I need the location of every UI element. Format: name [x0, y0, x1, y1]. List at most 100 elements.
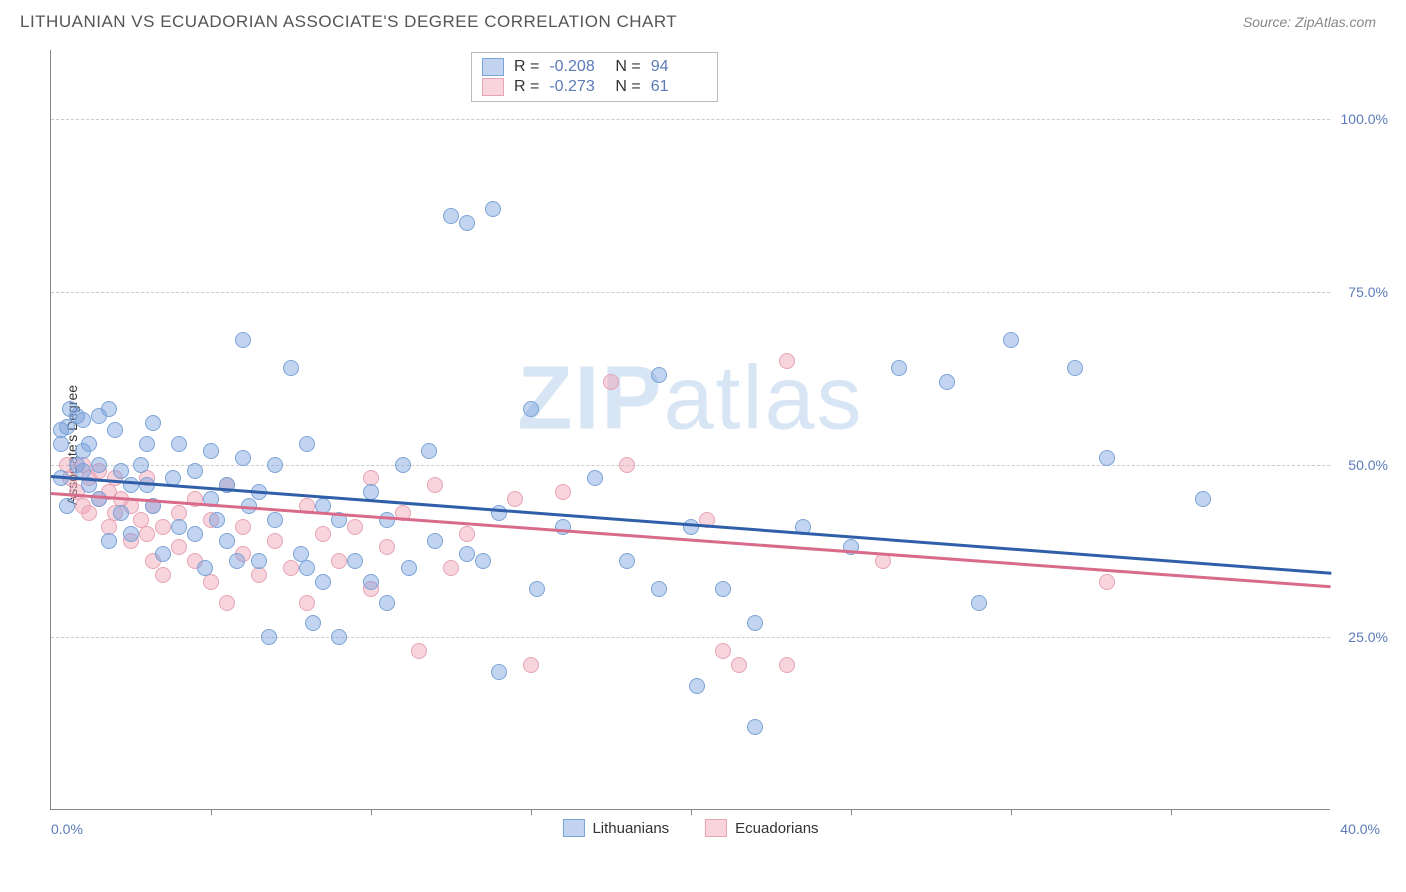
- x-axis-min-label: 0.0%: [51, 821, 83, 837]
- scatter-point: [651, 581, 667, 597]
- scatter-point: [491, 505, 507, 521]
- scatter-point: [689, 678, 705, 694]
- scatter-point: [59, 498, 75, 514]
- scatter-point: [587, 470, 603, 486]
- scatter-point: [1099, 450, 1115, 466]
- x-tick: [1011, 809, 1012, 815]
- scatter-point: [1067, 360, 1083, 376]
- scatter-point: [529, 581, 545, 597]
- y-tick-label: 25.0%: [1348, 629, 1388, 645]
- plot-area: ZIPatlas R =-0.208N =94R =-0.273N =61 0.…: [50, 50, 1330, 810]
- scatter-point: [459, 546, 475, 562]
- scatter-point: [155, 546, 171, 562]
- y-tick-label: 75.0%: [1348, 284, 1388, 300]
- scatter-point: [139, 436, 155, 452]
- scatter-point: [235, 450, 251, 466]
- scatter-point: [123, 526, 139, 542]
- scatter-point: [155, 519, 171, 535]
- legend-swatch: [482, 78, 504, 96]
- scatter-point: [347, 519, 363, 535]
- scatter-point: [779, 353, 795, 369]
- stat-r-label: R =: [514, 78, 539, 96]
- scatter-point: [421, 443, 437, 459]
- scatter-point: [603, 374, 619, 390]
- legend-swatch: [705, 819, 727, 837]
- scatter-point: [651, 367, 667, 383]
- scatter-point: [235, 332, 251, 348]
- scatter-point: [401, 560, 417, 576]
- scatter-point: [1099, 574, 1115, 590]
- legend-swatch: [482, 58, 504, 76]
- scatter-point: [299, 560, 315, 576]
- stat-n-value: 61: [651, 78, 707, 96]
- scatter-point: [555, 519, 571, 535]
- scatter-point: [395, 457, 411, 473]
- scatter-point: [443, 208, 459, 224]
- x-tick: [531, 809, 532, 815]
- scatter-point: [283, 360, 299, 376]
- scatter-point: [379, 539, 395, 555]
- x-tick: [851, 809, 852, 815]
- scatter-point: [779, 657, 795, 673]
- scatter-point: [101, 401, 117, 417]
- watermark-light: atlas: [663, 349, 863, 449]
- scatter-point: [251, 553, 267, 569]
- scatter-point: [427, 533, 443, 549]
- scatter-point: [155, 567, 171, 583]
- scatter-point: [113, 505, 129, 521]
- x-tick: [371, 809, 372, 815]
- scatter-point: [91, 457, 107, 473]
- grid-line: [51, 637, 1330, 638]
- scatter-point: [619, 457, 635, 473]
- scatter-point: [145, 415, 161, 431]
- stats-box: R =-0.208N =94R =-0.273N =61: [471, 52, 718, 102]
- scatter-point: [171, 436, 187, 452]
- scatter-point: [939, 374, 955, 390]
- scatter-point: [261, 629, 277, 645]
- legend-swatch: [562, 819, 584, 837]
- legend-item: Ecuadorians: [705, 819, 818, 837]
- y-tick-label: 100.0%: [1341, 111, 1388, 127]
- scatter-point: [283, 560, 299, 576]
- scatter-point: [229, 553, 245, 569]
- scatter-point: [731, 657, 747, 673]
- scatter-point: [555, 484, 571, 500]
- watermark-bold: ZIP: [517, 349, 663, 449]
- scatter-point: [971, 595, 987, 611]
- scatter-point: [91, 491, 107, 507]
- scatter-point: [299, 436, 315, 452]
- legend-label: Ecuadorians: [735, 820, 818, 837]
- scatter-point: [219, 595, 235, 611]
- scatter-point: [101, 533, 117, 549]
- scatter-point: [523, 401, 539, 417]
- scatter-point: [715, 581, 731, 597]
- scatter-point: [187, 526, 203, 542]
- scatter-point: [171, 519, 187, 535]
- x-tick: [211, 809, 212, 815]
- grid-line: [51, 292, 1330, 293]
- legend-label: Lithuanians: [592, 820, 669, 837]
- scatter-point: [747, 615, 763, 631]
- stat-r-label: R =: [514, 58, 539, 76]
- scatter-point: [267, 533, 283, 549]
- scatter-point: [315, 526, 331, 542]
- scatter-point: [299, 595, 315, 611]
- scatter-point: [1195, 491, 1211, 507]
- scatter-point: [187, 463, 203, 479]
- scatter-point: [133, 457, 149, 473]
- scatter-point: [491, 664, 507, 680]
- scatter-point: [209, 512, 225, 528]
- scatter-point: [75, 412, 91, 428]
- scatter-point: [331, 553, 347, 569]
- trend-line: [51, 492, 1331, 588]
- scatter-point: [379, 595, 395, 611]
- scatter-point: [715, 643, 731, 659]
- x-axis-max-label: 40.0%: [1340, 821, 1380, 837]
- scatter-point: [507, 491, 523, 507]
- stats-row: R =-0.273N =61: [482, 77, 707, 97]
- scatter-point: [203, 574, 219, 590]
- legend-item: Lithuanians: [562, 819, 669, 837]
- stat-r-value: -0.208: [549, 58, 605, 76]
- stat-n-label: N =: [615, 58, 640, 76]
- scatter-point: [523, 657, 539, 673]
